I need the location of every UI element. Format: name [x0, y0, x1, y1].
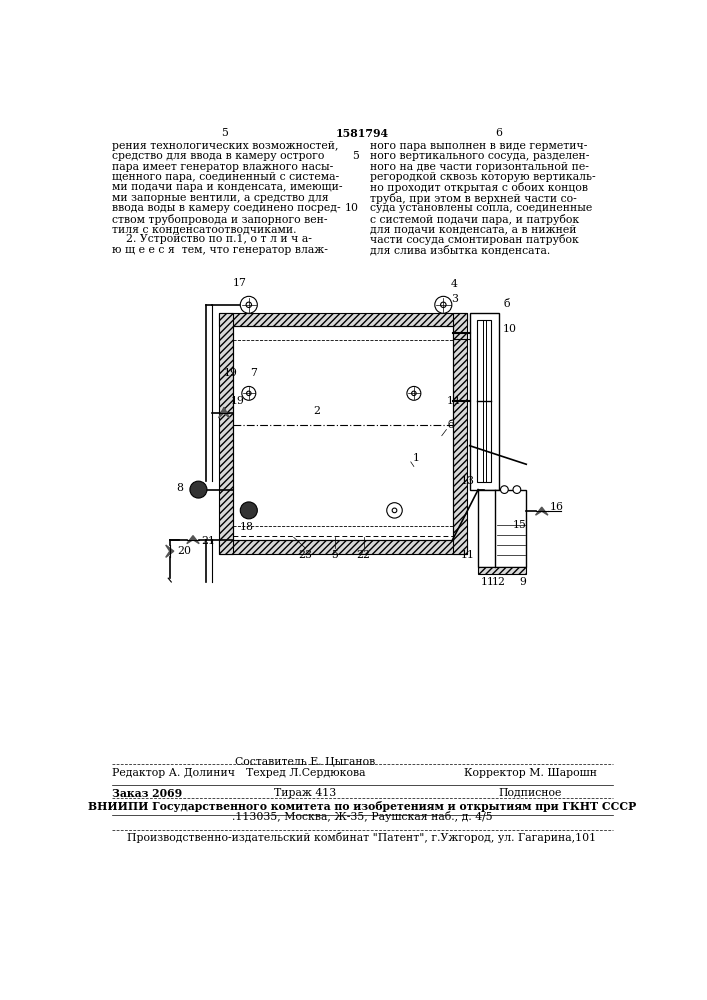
Text: Техред Л.Сердюкова: Техред Л.Сердюкова — [245, 768, 365, 778]
Text: 23: 23 — [298, 550, 312, 560]
Text: 9: 9 — [519, 577, 526, 587]
Circle shape — [240, 296, 257, 313]
Text: рения технологических возможностей,: рения технологических возможностей, — [112, 141, 338, 151]
Text: части сосуда смонтирован патрубок: части сосуда смонтирован патрубок — [370, 234, 578, 245]
Text: 5: 5 — [221, 128, 228, 138]
Polygon shape — [535, 507, 548, 515]
Text: 19: 19 — [223, 368, 237, 378]
Circle shape — [513, 486, 521, 493]
Text: пара имеет генератор влажного насы-: пара имеет генератор влажного насы- — [112, 162, 333, 172]
Text: 10: 10 — [345, 203, 359, 213]
Text: труба, при этом в верхней части со-: труба, при этом в верхней части со- — [370, 193, 576, 204]
Text: 17: 17 — [233, 278, 247, 288]
Circle shape — [247, 391, 251, 396]
Bar — [218, 312, 233, 554]
Circle shape — [407, 386, 421, 400]
Text: Производственно-издательский комбинат "Патент", г.Ужгород, ул. Гагарина,101: Производственно-издательский комбинат "П… — [127, 832, 597, 843]
Text: ством трубопровода и запорного вен-: ством трубопровода и запорного вен- — [112, 214, 327, 225]
Text: .113035, Москва, Ж-35, Раушская наб., д. 4/5: .113035, Москва, Ж-35, Раушская наб., д.… — [232, 811, 492, 822]
Text: б: б — [503, 299, 510, 309]
Text: 5: 5 — [332, 550, 338, 560]
Text: суда установлены сопла, соединенные: суда установлены сопла, соединенные — [370, 203, 592, 213]
Text: ю щ е е с я  тем, что генератор влаж-: ю щ е е с я тем, что генератор влаж- — [112, 245, 327, 255]
Text: 16: 16 — [549, 502, 563, 512]
Polygon shape — [218, 407, 230, 418]
Text: с системой подачи пара, и патрубок: с системой подачи пара, и патрубок — [370, 214, 579, 225]
Text: 15: 15 — [513, 520, 527, 530]
Circle shape — [392, 508, 397, 513]
Text: Корректор М. Шарошн: Корректор М. Шарошн — [464, 768, 597, 778]
Text: 7: 7 — [250, 368, 257, 378]
Polygon shape — [165, 545, 174, 557]
Text: ми подачи пара и конденсата, имеющи-: ми подачи пара и конденсата, имеющи- — [112, 182, 342, 192]
Polygon shape — [187, 536, 199, 544]
Text: 1581794: 1581794 — [335, 128, 388, 139]
Text: 11: 11 — [461, 550, 475, 560]
Text: 3: 3 — [451, 294, 458, 304]
Text: но проходит открытая с обоих концов: но проходит открытая с обоих концов — [370, 182, 588, 193]
Text: ввода воды в камеру соединено посред-: ввода воды в камеру соединено посред- — [112, 203, 340, 213]
Circle shape — [435, 296, 452, 313]
Text: б: б — [448, 420, 454, 430]
Text: 8: 8 — [176, 483, 183, 493]
Circle shape — [246, 302, 252, 308]
Text: 18: 18 — [240, 522, 254, 532]
Text: ВНИИПИ Государственного комитета по изобретениям и открытиям при ГКНТ СССР: ВНИИПИ Государственного комитета по изоб… — [88, 801, 636, 812]
Text: 5: 5 — [352, 151, 359, 161]
Text: для подачи конденсата, а в нижней: для подачи конденсата, а в нижней — [370, 224, 576, 234]
Text: ного на две части горизонтальной пе-: ного на две части горизонтальной пе- — [370, 162, 588, 172]
Text: щенного пара, соединенный с система-: щенного пара, соединенный с система- — [112, 172, 339, 182]
Bar — [218, 540, 467, 554]
Text: регородкой сквозь которую вертикаль-: регородкой сквозь которую вертикаль- — [370, 172, 595, 182]
Text: 19: 19 — [231, 396, 245, 406]
Text: 2. Устройство по п.1, о т л и ч а-: 2. Устройство по п.1, о т л и ч а- — [112, 234, 312, 244]
Text: Тираж 413: Тираж 413 — [274, 788, 337, 798]
Text: ми запорные вентили, а средство для: ми запорные вентили, а средство для — [112, 193, 328, 203]
Bar — [218, 312, 467, 326]
Text: тиля с конденсатоотводчиками.: тиля с конденсатоотводчиками. — [112, 224, 296, 234]
Text: 20: 20 — [177, 546, 192, 556]
Text: 6: 6 — [496, 128, 503, 138]
Text: 4: 4 — [451, 279, 458, 289]
Text: 13: 13 — [460, 476, 474, 486]
Text: 21: 21 — [201, 536, 215, 546]
Bar — [452, 312, 467, 554]
Text: 11: 11 — [480, 577, 494, 587]
Text: 14: 14 — [447, 396, 460, 406]
Bar — [478, 567, 526, 574]
Text: для слива избытка конденсата.: для слива избытка конденсата. — [370, 245, 550, 255]
Circle shape — [240, 502, 257, 519]
Circle shape — [242, 386, 256, 400]
Text: 10: 10 — [503, 324, 517, 334]
Text: 22: 22 — [356, 550, 370, 560]
Circle shape — [411, 391, 416, 396]
Text: 2: 2 — [313, 406, 320, 416]
Text: 12: 12 — [492, 577, 506, 587]
Bar — [477, 320, 491, 482]
Text: 1: 1 — [412, 453, 419, 463]
Text: средство для ввода в камеру острого: средство для ввода в камеру острого — [112, 151, 324, 161]
Text: Составитель Е. Цыганов: Составитель Е. Цыганов — [235, 757, 375, 767]
Circle shape — [190, 481, 207, 498]
Text: Подписное: Подписное — [498, 788, 562, 798]
Circle shape — [501, 486, 508, 493]
Text: ного вертикального сосуда, разделен-: ного вертикального сосуда, разделен- — [370, 151, 589, 161]
Text: ного пара выполнен в виде герметич-: ного пара выполнен в виде герметич- — [370, 141, 587, 151]
Text: Редактор А. Долинич: Редактор А. Долинич — [112, 768, 235, 778]
Bar — [478, 490, 526, 567]
Text: Заказ 2069: Заказ 2069 — [112, 788, 182, 799]
Circle shape — [387, 503, 402, 518]
Circle shape — [440, 302, 446, 308]
Bar — [469, 312, 499, 490]
